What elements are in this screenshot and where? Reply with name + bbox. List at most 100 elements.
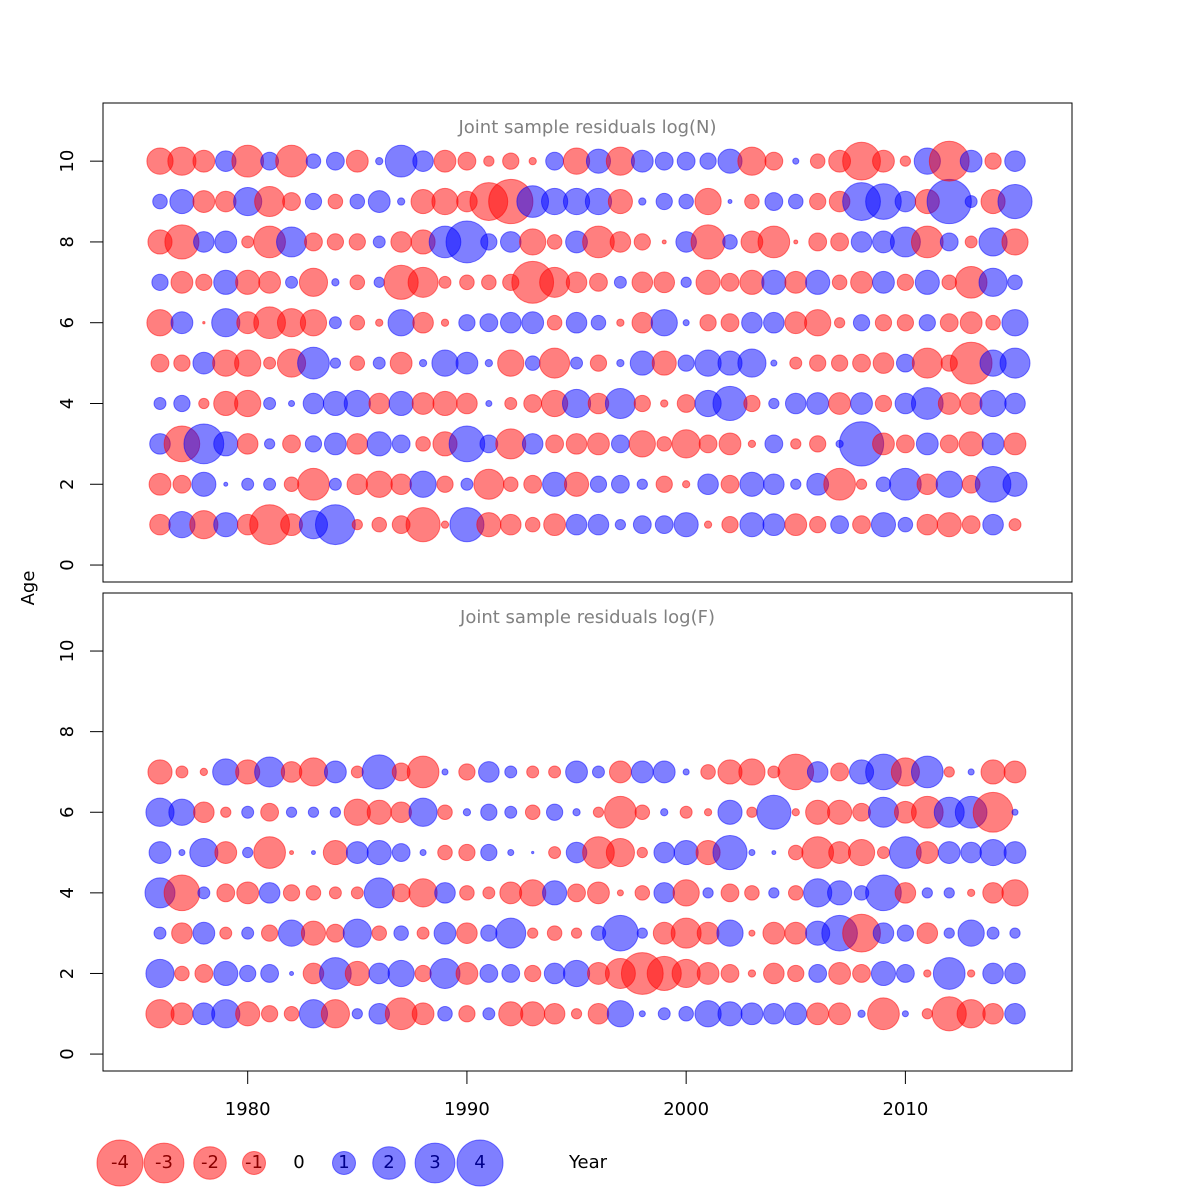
- residual-bubble: [150, 353, 170, 373]
- residual-bubble: [458, 763, 476, 781]
- residual-bubble: [173, 394, 191, 413]
- residual-bubble: [941, 274, 958, 291]
- residual-bubble: [698, 434, 718, 454]
- residual-bubble: [448, 425, 486, 463]
- residual-bubble: [789, 356, 803, 370]
- residual-bubble: [676, 394, 696, 413]
- residual-bubble: [329, 806, 342, 818]
- residual-bubble: [390, 231, 412, 253]
- residual-bubble: [982, 882, 1004, 904]
- residual-bubble: [345, 149, 369, 173]
- residual-bubble: [790, 438, 802, 450]
- residual-bubble: [502, 152, 520, 170]
- residual-bubble: [531, 850, 535, 855]
- residual-bubble: [739, 471, 765, 497]
- residual-bubble: [936, 512, 962, 538]
- residual-bubble: [633, 233, 651, 251]
- residual-bubble: [433, 149, 457, 173]
- legend-bubble: [414, 1142, 456, 1184]
- residual-bubble: [455, 351, 479, 375]
- residual-bubble: [850, 231, 873, 253]
- residual-bubble: [763, 311, 785, 334]
- residual-bubble: [720, 313, 740, 333]
- residual-bubble: [939, 434, 959, 454]
- residual-bubble: [638, 1010, 646, 1018]
- residual-bubble: [371, 516, 388, 533]
- residual-bubble: [282, 884, 301, 902]
- residual-bubble: [482, 1007, 496, 1021]
- residual-bubble: [343, 798, 371, 826]
- residual-bubble: [253, 836, 286, 869]
- residual-bubble: [349, 274, 366, 291]
- residual-bubble: [630, 149, 654, 173]
- residual-bubble: [915, 841, 939, 864]
- residual-bubble: [607, 188, 633, 215]
- residual-bubble: [999, 347, 1031, 379]
- residual-bubble: [147, 759, 173, 785]
- residual-bubble: [852, 314, 871, 332]
- residual-bubble: [787, 844, 804, 861]
- y-tick-label: 2: [57, 479, 78, 490]
- residual-bubble: [857, 1009, 866, 1018]
- residual-bubble: [298, 267, 329, 297]
- y-tick-label: 4: [57, 398, 78, 409]
- residual-bubble: [539, 266, 571, 298]
- residual-bubble: [543, 962, 566, 985]
- residual-bubble: [784, 270, 808, 294]
- residual-bubble: [910, 755, 944, 789]
- residual-bubble: [561, 388, 592, 419]
- residual-bubble: [192, 190, 216, 213]
- residual-bubble: [921, 887, 933, 899]
- residual-bubble: [195, 273, 213, 291]
- residual-bubble: [283, 476, 300, 493]
- residual-bubble: [784, 513, 808, 537]
- residual-bubble: [1007, 274, 1023, 291]
- legend-bubble: [372, 1146, 406, 1180]
- residual-bubble: [720, 964, 740, 983]
- residual-bubble: [831, 274, 848, 291]
- residual-bubble: [720, 474, 740, 494]
- residual-bubble: [390, 801, 412, 824]
- residual-bubble: [412, 150, 434, 172]
- residual-bubble: [214, 230, 238, 254]
- residual-bubble: [145, 958, 175, 989]
- residual-bubble: [584, 187, 613, 216]
- residual-bubble: [896, 314, 915, 332]
- residual-bubble: [696, 921, 720, 945]
- residual-bubble: [297, 467, 330, 501]
- residual-bubble: [366, 839, 392, 866]
- residual-bubble: [632, 515, 652, 535]
- residual-bubble: [437, 1005, 453, 1022]
- residual-bubble: [328, 316, 342, 330]
- residual-bubble: [372, 235, 386, 249]
- residual-bubble: [852, 964, 871, 983]
- residual-bubble: [171, 922, 193, 944]
- residual-bubble: [761, 269, 787, 295]
- residual-bubble: [307, 806, 320, 818]
- residual-bubble: [694, 1000, 722, 1028]
- residual-bubble: [792, 157, 800, 165]
- residual-bubble: [526, 765, 540, 779]
- residual-bubble: [700, 764, 716, 780]
- residual-bubble: [456, 392, 478, 415]
- residual-bubble: [481, 274, 497, 291]
- residual-bubble: [476, 512, 502, 538]
- residual-bubble: [980, 759, 1006, 785]
- residual-bubble: [982, 962, 1004, 985]
- residual-bubble: [393, 925, 409, 941]
- residual-bubble: [870, 512, 897, 538]
- residual-bubble: [630, 760, 654, 784]
- residual-bubble: [548, 846, 562, 860]
- residual-bubble: [870, 960, 897, 987]
- residual-bubble: [1009, 927, 1021, 939]
- x-tick-label: 2000: [663, 1099, 709, 1120]
- residual-bubble: [964, 235, 978, 249]
- residual-bubble: [408, 797, 438, 827]
- residual-bubble: [409, 470, 437, 498]
- residual-bubble: [787, 193, 804, 210]
- y-tick-label: 4: [57, 887, 78, 898]
- residual-bubble: [565, 433, 588, 455]
- residual-bubble: [174, 965, 190, 982]
- residual-bubble: [325, 923, 345, 943]
